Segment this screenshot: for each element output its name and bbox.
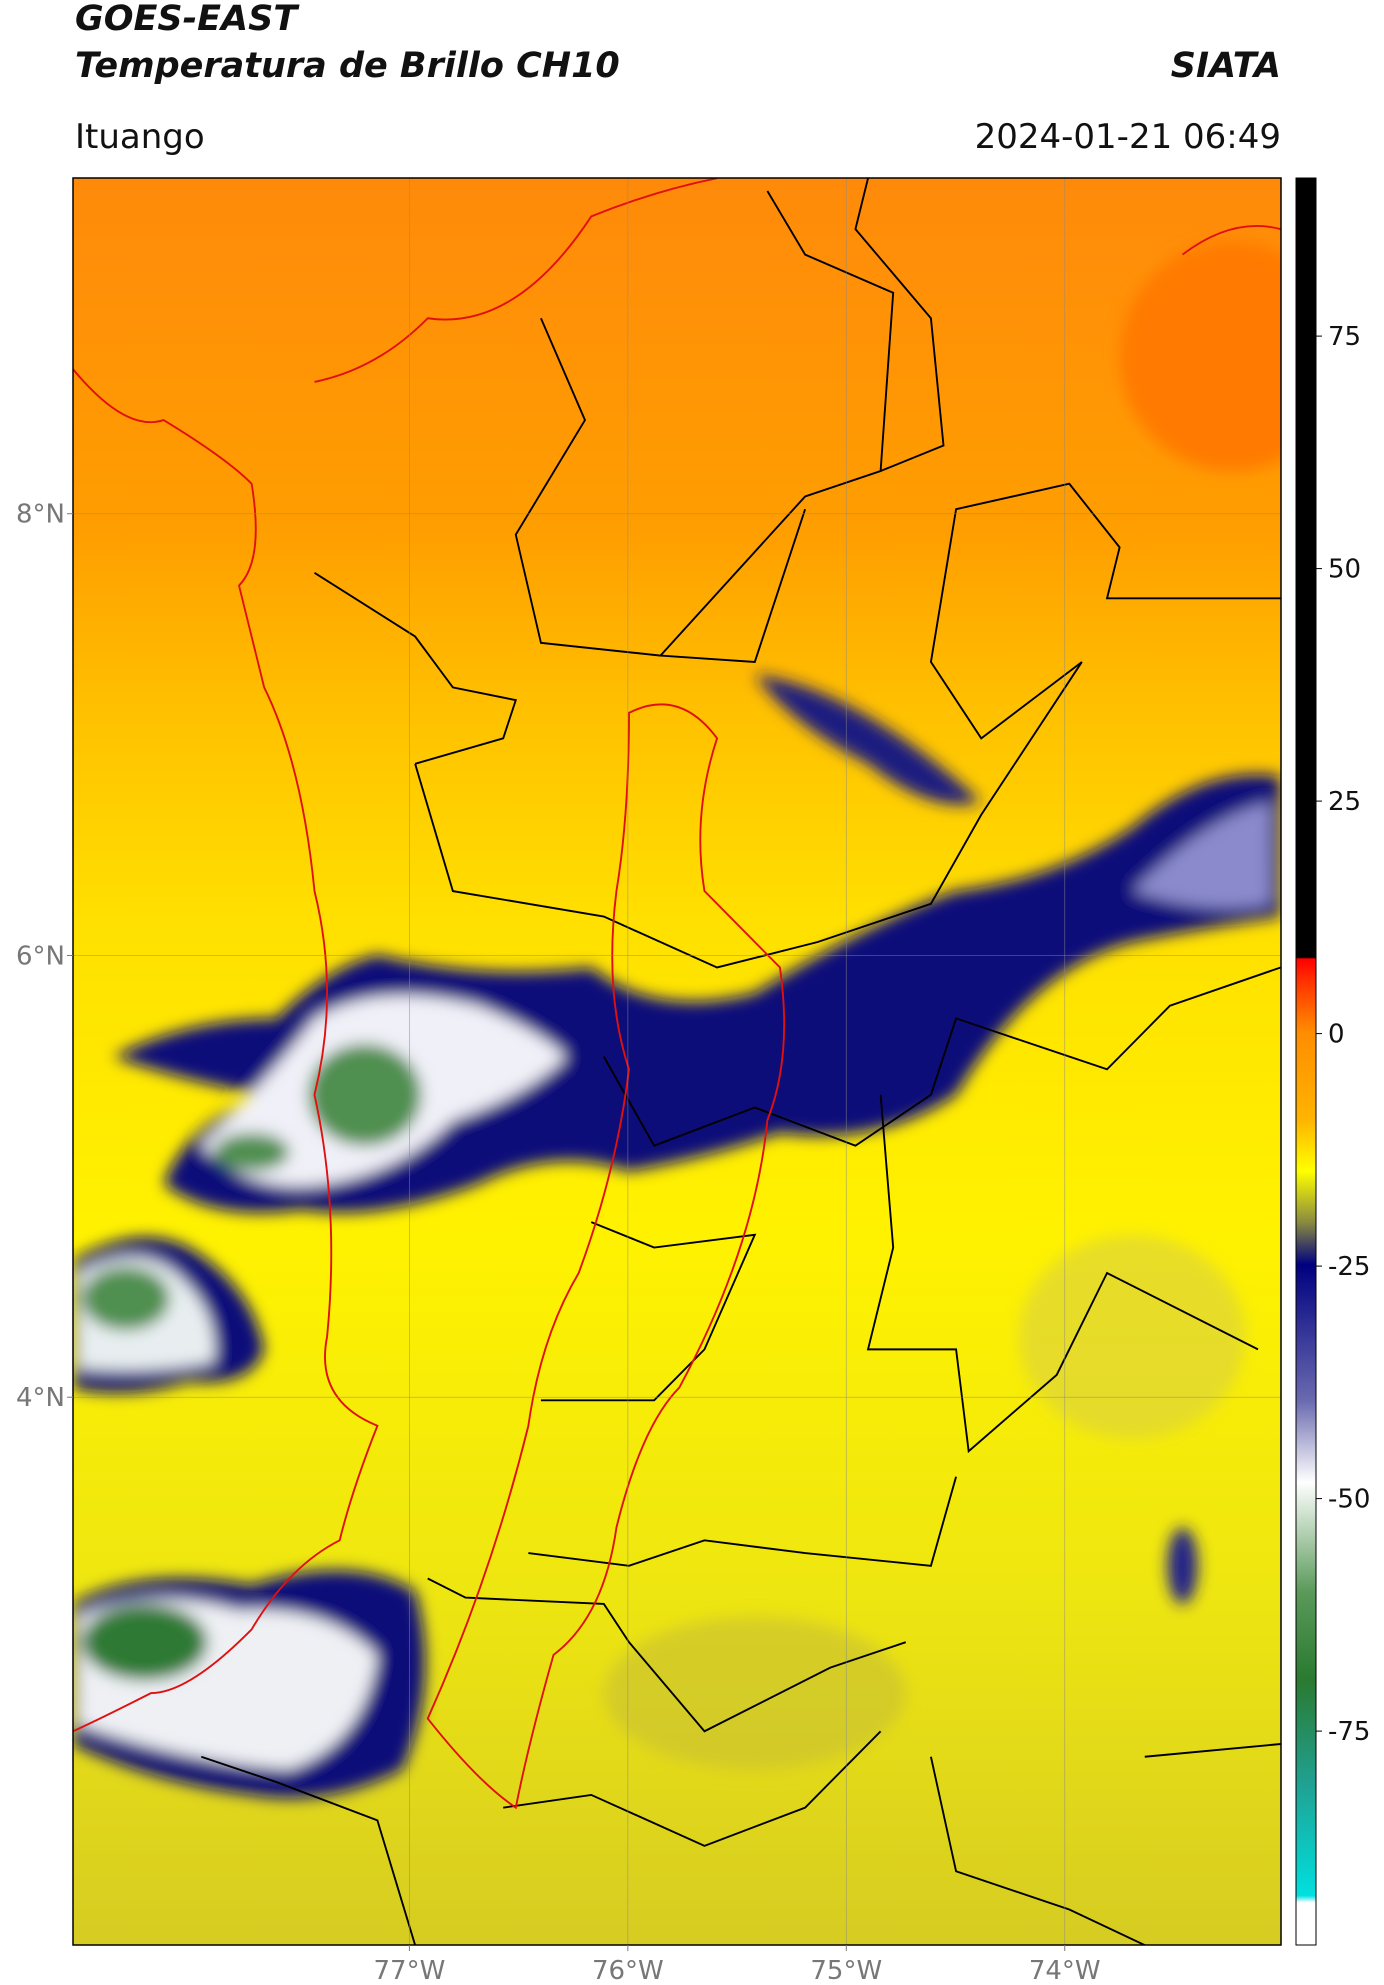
x-tick-label: 75°W bbox=[810, 1956, 882, 1981]
datetime: 2024-01-21 06:49 bbox=[975, 117, 1281, 157]
imagery bbox=[73, 178, 1281, 1945]
grid bbox=[73, 178, 1281, 1945]
map-frame bbox=[72, 177, 1282, 1946]
subtitle: Temperatura de Brillo CH10 bbox=[75, 46, 620, 86]
colorbar-tick-label: -75 bbox=[1328, 1717, 1370, 1747]
x-tick-label: 77°W bbox=[374, 1956, 446, 1981]
colorbar bbox=[1295, 177, 1317, 1946]
colorbar-tick-label: -50 bbox=[1328, 1485, 1370, 1515]
title: GOES-EAST bbox=[75, 0, 300, 39]
y-tick-label: 6°N bbox=[16, 941, 65, 971]
colorbar-tick-label: 0 bbox=[1328, 1020, 1345, 1050]
x-tick-label: 76°W bbox=[592, 1956, 664, 1981]
source: SIATA bbox=[1171, 46, 1281, 86]
colorbar-tick-label: 25 bbox=[1328, 787, 1361, 817]
location: Ituango bbox=[75, 117, 205, 157]
x-tick-label: 74°W bbox=[1029, 1956, 1101, 1981]
colorbar-tick-label: 75 bbox=[1328, 322, 1361, 352]
colorbar-tick-label: 50 bbox=[1328, 555, 1361, 585]
colorbar-tick-label: -25 bbox=[1328, 1252, 1370, 1282]
y-tick-label: 4°N bbox=[16, 1383, 65, 1413]
map-area bbox=[73, 178, 1281, 1945]
y-tick-label: 8°N bbox=[16, 500, 65, 530]
